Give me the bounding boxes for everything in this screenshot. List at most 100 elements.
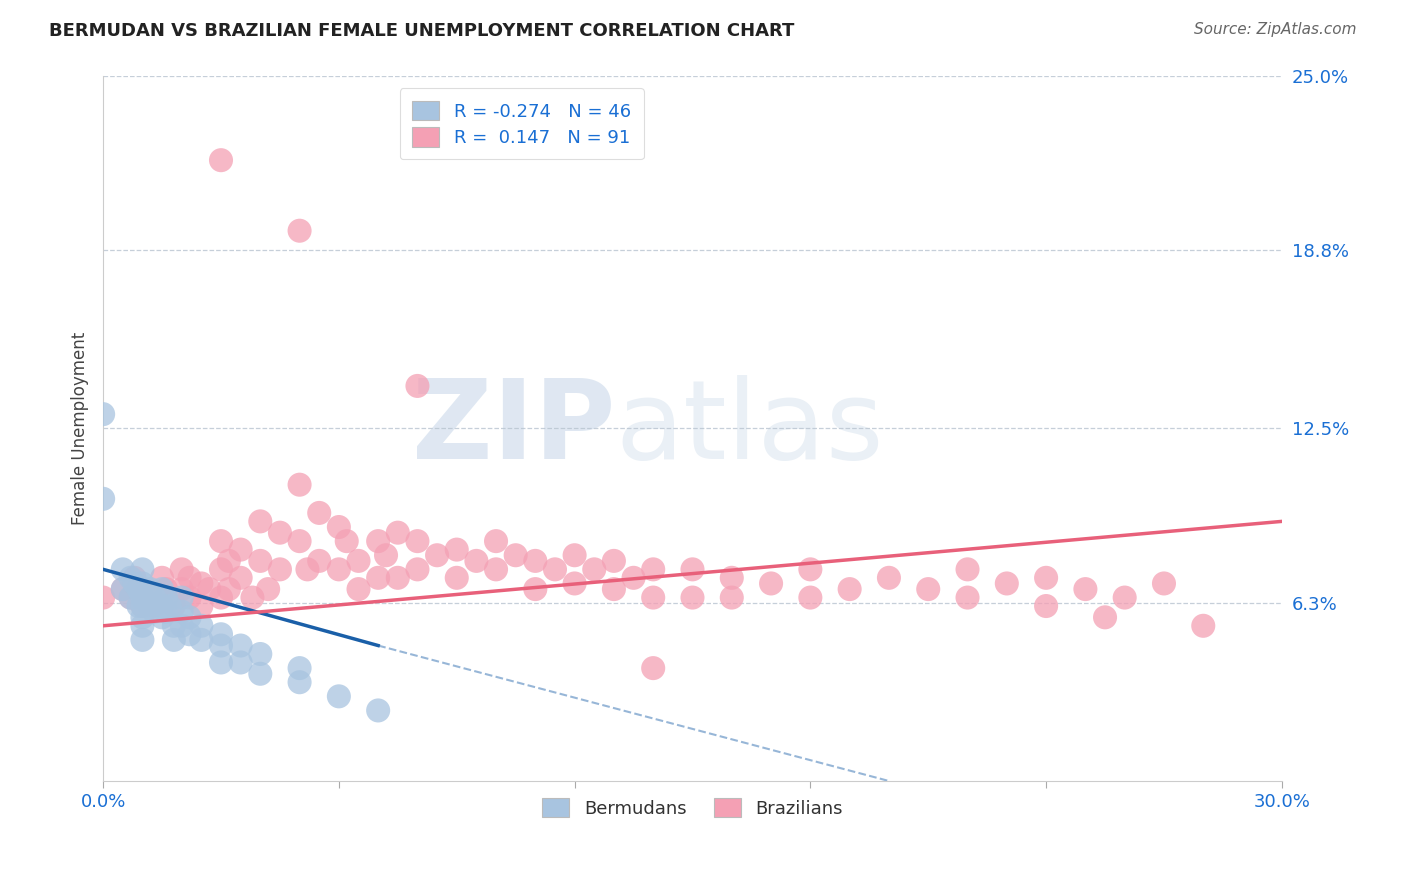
Point: [524, 582, 547, 596]
Point: [218, 554, 240, 568]
Point: [143, 605, 166, 619]
Point: [995, 576, 1018, 591]
Point: [643, 661, 665, 675]
Point: [406, 534, 429, 549]
Point: [179, 591, 201, 605]
Point: [163, 619, 186, 633]
Point: [198, 582, 221, 596]
Point: [682, 591, 704, 605]
Point: [328, 520, 350, 534]
Point: [288, 661, 311, 675]
Point: [131, 576, 153, 591]
Point: [209, 153, 232, 168]
Point: [170, 619, 193, 633]
Point: [155, 605, 177, 619]
Point: [131, 610, 153, 624]
Point: [229, 571, 252, 585]
Point: [120, 591, 142, 605]
Point: [643, 562, 665, 576]
Point: [150, 582, 173, 596]
Point: [643, 591, 665, 605]
Point: [583, 562, 606, 576]
Point: [257, 582, 280, 596]
Point: [347, 554, 370, 568]
Point: [91, 491, 114, 506]
Point: [465, 554, 488, 568]
Point: [209, 591, 232, 605]
Point: [170, 605, 193, 619]
Point: [269, 525, 291, 540]
Point: [1035, 571, 1057, 585]
Point: [564, 576, 586, 591]
Point: [131, 632, 153, 647]
Point: [124, 576, 146, 591]
Point: [799, 591, 821, 605]
Point: [209, 639, 232, 653]
Point: [1192, 619, 1215, 633]
Point: [838, 582, 860, 596]
Point: [1153, 576, 1175, 591]
Point: [159, 599, 181, 613]
Point: [139, 599, 162, 613]
Point: [367, 571, 389, 585]
Point: [150, 571, 173, 585]
Point: [426, 548, 449, 562]
Point: [131, 591, 153, 605]
Point: [150, 599, 173, 613]
Point: [623, 571, 645, 585]
Point: [446, 542, 468, 557]
Point: [336, 534, 359, 549]
Point: [367, 703, 389, 717]
Point: [759, 576, 782, 591]
Point: [170, 591, 193, 605]
Point: [111, 582, 134, 596]
Point: [375, 548, 398, 562]
Point: [917, 582, 939, 596]
Point: [143, 591, 166, 605]
Text: ZIP: ZIP: [412, 375, 616, 482]
Point: [209, 627, 232, 641]
Point: [139, 591, 162, 605]
Point: [877, 571, 900, 585]
Point: [544, 562, 567, 576]
Point: [209, 656, 232, 670]
Y-axis label: Female Unemployment: Female Unemployment: [72, 332, 89, 524]
Point: [209, 534, 232, 549]
Text: BERMUDAN VS BRAZILIAN FEMALE UNEMPLOYMENT CORRELATION CHART: BERMUDAN VS BRAZILIAN FEMALE UNEMPLOYMEN…: [49, 22, 794, 40]
Point: [190, 576, 212, 591]
Point: [406, 562, 429, 576]
Point: [387, 571, 409, 585]
Point: [269, 562, 291, 576]
Point: [328, 690, 350, 704]
Point: [288, 675, 311, 690]
Point: [288, 534, 311, 549]
Point: [956, 591, 979, 605]
Point: [1114, 591, 1136, 605]
Point: [209, 562, 232, 576]
Point: [485, 534, 508, 549]
Point: [446, 571, 468, 585]
Point: [190, 599, 212, 613]
Point: [229, 542, 252, 557]
Point: [249, 666, 271, 681]
Point: [682, 562, 704, 576]
Point: [163, 632, 186, 647]
Point: [288, 224, 311, 238]
Text: atlas: atlas: [616, 375, 884, 482]
Point: [249, 647, 271, 661]
Point: [139, 582, 162, 596]
Point: [1035, 599, 1057, 613]
Point: [249, 554, 271, 568]
Point: [155, 582, 177, 596]
Point: [720, 591, 742, 605]
Point: [131, 599, 153, 613]
Point: [150, 591, 173, 605]
Point: [170, 582, 193, 596]
Point: [308, 554, 330, 568]
Point: [347, 582, 370, 596]
Legend: Bermudans, Brazilians: Bermudans, Brazilians: [536, 790, 849, 825]
Point: [127, 599, 149, 613]
Point: [124, 571, 146, 585]
Point: [799, 562, 821, 576]
Point: [190, 632, 212, 647]
